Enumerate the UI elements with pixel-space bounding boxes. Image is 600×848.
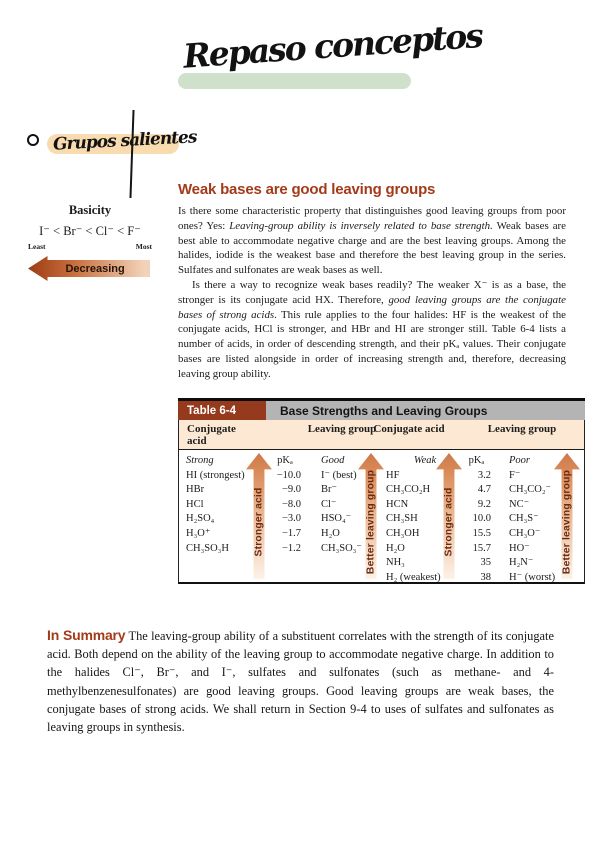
column-header-leaving-group: Leaving group [487, 423, 557, 435]
column-pka-left: pKₐ −10.0 −9.0 −8.0 −3.0 −1.7 −1.2 [269, 454, 301, 556]
table-cell: −9.0 [281, 484, 301, 496]
table-cell: 10.0 [472, 513, 491, 525]
column-conjugate-acid-weak: Weak HF CH₃CO₂H HCN CH₃SH CH₃OH H₂O NH₃ … [386, 454, 464, 585]
table-cell: 9.2 [477, 498, 491, 510]
paragraph-2: Is there a way to recognize weak bases r… [178, 278, 566, 382]
paragraph-text: Is there some characteristic property th… [178, 205, 566, 232]
paragraph-text: Weak bases are best able to accommodate … [178, 219, 566, 277]
table-cell: H₂O [321, 527, 340, 539]
table-cell: H₂N⁻ [509, 557, 534, 569]
table-cell: 4.7 [477, 484, 491, 496]
table-cell: HBr [186, 484, 205, 496]
table-cell: Good [321, 455, 345, 466]
table-cell: −10.0 [276, 469, 301, 481]
basicity-series: I⁻ < Br⁻ < Cl⁻ < F⁻ [39, 224, 141, 238]
basicity-most-label: Most [135, 242, 152, 251]
table-cell: F⁻ [509, 469, 521, 481]
green-highlight-bar [178, 73, 411, 89]
better-leaving-group-arrow-label: Better leaving group [561, 470, 573, 575]
table-cell: CH₃S⁻ [509, 513, 539, 525]
paragraph-text-italic: good leaving groups are the conjugate ba… [178, 293, 566, 321]
summary-label: In Summary [47, 627, 126, 643]
summary-paragraph: In Summary The leaving-group ability of … [47, 626, 554, 736]
table-6-4: Table 6-4 Base Strengths and Leaving Gro… [178, 398, 585, 584]
basicity-least-label: Least [28, 242, 46, 251]
column-header-conjugate-acid: Conjugate acid [373, 423, 445, 435]
table-cell: −1.2 [281, 542, 301, 554]
stronger-acid-arrow-label: Stronger acid [253, 487, 265, 557]
bullet-circle-icon [27, 134, 39, 146]
paragraph-text: . This rule applies to the four halides:… [178, 308, 566, 380]
table-body: Strong HI (strongest) HBr HCl H₂SO₄ H₃O⁺… [178, 450, 585, 584]
summary-text: The leaving-group ability of a substitue… [47, 629, 555, 735]
table-cell: H₂O [386, 542, 405, 554]
table-cell: 38 [480, 571, 492, 583]
table-cell: CH₃CO₂⁻ [509, 484, 552, 496]
table-cell: HI (strongest) [186, 469, 245, 481]
paragraph-text: Is there a way to recognize weak bases r… [178, 278, 566, 306]
column-header-conjugate-acid: Conjugate acid [187, 423, 236, 447]
table-title-bar: Table 6-4 Base Strengths and Leaving Gro… [178, 401, 585, 420]
decreasing-arrow-label: Decreasing [65, 262, 125, 275]
table-cell: −3.0 [281, 513, 301, 525]
table-cell: Poor [509, 455, 530, 466]
table-cell: pKₐ [468, 455, 485, 466]
table-cell: H₃O⁺ [186, 527, 211, 539]
table-cell: HSO₄⁻ [321, 513, 352, 525]
table-cell: CH₃OH [386, 527, 420, 539]
table-cell: HF [386, 469, 400, 481]
table-tag: Table 6-4 [178, 401, 266, 420]
column-leaving-group-poor: Poor F⁻ CH₃CO₂⁻ NC⁻ CH₃S⁻ CH₃O⁻ HO⁻ H₂N⁻… [509, 454, 583, 585]
column-pka-right: pKₐ 3.2 4.7 9.2 10.0 15.5 15.7 35 38 [462, 454, 491, 585]
paragraph-text-italic: Leaving-group ability is inversely relat… [229, 219, 493, 232]
table-cell: H⁻ (worst) [509, 571, 556, 583]
table-cell: H₂SO₄ [186, 513, 215, 525]
table-cell: 15.5 [472, 527, 491, 539]
table-cell: 3.2 [477, 469, 491, 481]
stronger-acid-arrow-label: Stronger acid [443, 487, 455, 557]
column-leaving-group-good: Good I⁻ (best) Br⁻ Cl⁻ HSO₄⁻ H₂O CH₃SO₃⁻ [321, 454, 381, 556]
basicity-figure: Basicity I⁻ < Br⁻ < Cl⁻ < F⁻ Least Most … [28, 203, 152, 281]
table-cell: pKₐ [277, 455, 293, 466]
main-text-column: Weak bases are good leaving groups Is th… [178, 181, 566, 382]
left-arrow-icon [28, 256, 150, 281]
table-cell: HCN [386, 498, 409, 510]
better-leaving-group-arrow: Better leaving group [554, 453, 580, 579]
table-column-headers: Conjugate acid Leaving group Conjugate a… [178, 420, 585, 450]
table-cell: Weak [413, 455, 437, 466]
table-cell: 15.7 [472, 542, 491, 554]
table-cell: H₂ (weakest) [386, 571, 441, 583]
table-cell: NC⁻ [509, 498, 530, 510]
table-cell: CH₃SO₃⁻ [321, 542, 362, 554]
table-cell: I⁻ (best) [321, 469, 357, 481]
pen-stroke-mark [129, 109, 135, 199]
table-cell: CH₃O⁻ [509, 527, 541, 539]
table-cell: HCl [186, 498, 204, 510]
table-cell: −1.7 [281, 527, 301, 539]
table-title: Base Strengths and Leaving Groups [280, 403, 488, 418]
orange-highlight-bar [47, 134, 179, 154]
table-cell: 35 [480, 557, 492, 569]
table-cell: Strong [186, 455, 214, 466]
basicity-title: Basicity [68, 203, 112, 217]
table-cell: Br⁻ [321, 484, 338, 496]
table-cell: NH₃ [386, 557, 405, 569]
table-cell: CH₃CO₂H [386, 484, 431, 496]
better-leaving-group-arrow-label: Better leaving group [365, 470, 377, 575]
paragraph-1: Is there some characteristic property th… [178, 204, 566, 278]
table-cell: −8.0 [281, 498, 301, 510]
better-leaving-group-arrow: Better leaving group [358, 453, 384, 579]
handwritten-title: Repaso conceptos [181, 15, 483, 76]
table-cell: CH₃SH [386, 513, 418, 525]
section-heading: Weak bases are good leaving groups [178, 181, 436, 198]
table-cell: HO⁻ [509, 542, 530, 554]
stronger-acid-arrow: Stronger acid [436, 453, 462, 579]
column-header-leaving-group: Leaving group [307, 423, 377, 435]
column-conjugate-acid-strong: Strong HI (strongest) HBr HCl H₂SO₄ H₃O⁺… [186, 454, 286, 556]
table-cell: Cl⁻ [321, 498, 337, 510]
stronger-acid-arrow: Stronger acid [246, 453, 272, 579]
table-cell: CH₃SO₃H [186, 542, 229, 554]
decreasing-arrow: Decreasing [28, 256, 150, 281]
